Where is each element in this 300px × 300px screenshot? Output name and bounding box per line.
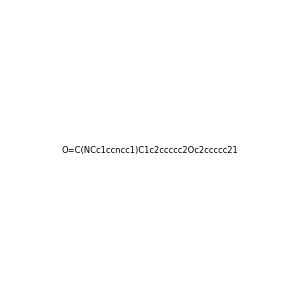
Text: O=C(NCc1ccncc1)C1c2ccccc2Oc2ccccc21: O=C(NCc1ccncc1)C1c2ccccc2Oc2ccccc21 (61, 146, 239, 154)
